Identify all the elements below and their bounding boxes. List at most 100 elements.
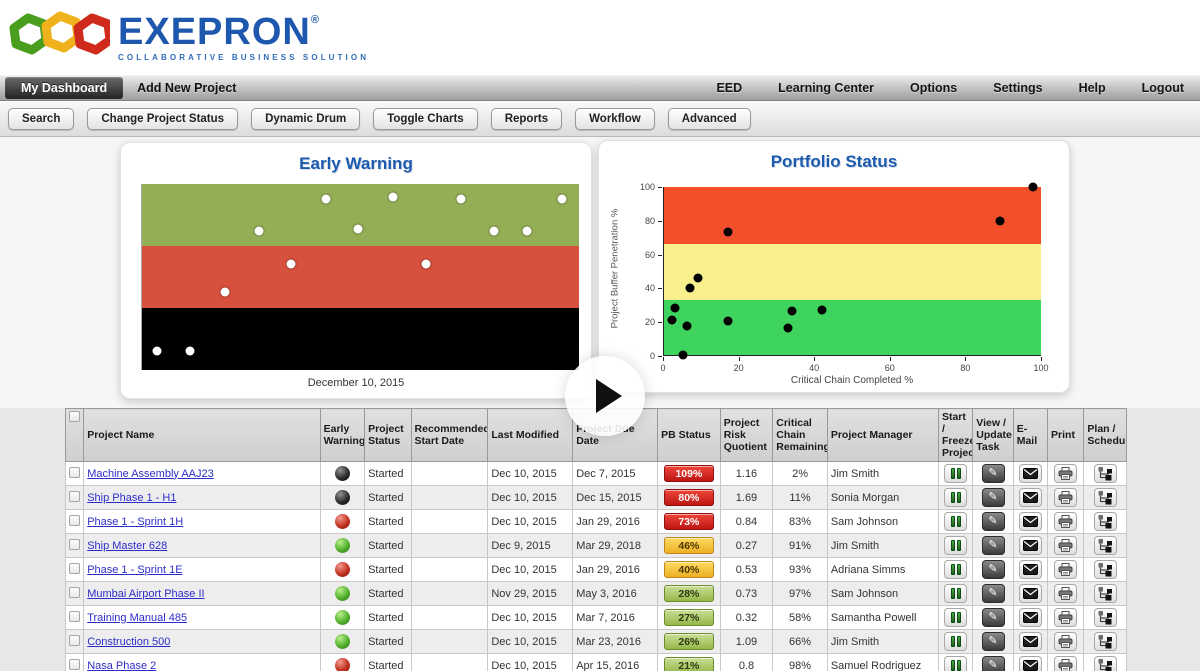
project-link-machine-assembly-aaj23[interactable]: Machine Assembly AAJ23	[87, 467, 214, 480]
project-link-ship-phase-1-h1[interactable]: Ship Phase 1 - H1	[87, 491, 177, 504]
last-modified-cell: Dec 10, 2015	[487, 557, 574, 582]
video-play-button[interactable]	[565, 356, 645, 436]
project-link-construction-500[interactable]: Construction 500	[87, 635, 171, 648]
print-button[interactable]	[1054, 536, 1078, 555]
email-button[interactable]	[1018, 632, 1042, 651]
nav-menu-item-settings[interactable]: Settings	[993, 81, 1043, 95]
plan-schedule-button[interactable]	[1093, 464, 1117, 483]
view-update-task-button[interactable]: ✎	[981, 464, 1005, 483]
row-checkbox[interactable]	[69, 586, 81, 598]
project-link-ship-master-628[interactable]: Ship Master 628	[87, 539, 168, 552]
view-update-task-button[interactable]: ✎	[981, 536, 1005, 555]
project-link-phase-1-sprint-1h[interactable]: Phase 1 - Sprint 1H	[87, 515, 184, 528]
view-update-task-button[interactable]: ✎	[981, 632, 1005, 651]
email-button[interactable]	[1018, 464, 1042, 483]
view-update-task-button[interactable]: ✎	[981, 560, 1005, 579]
plan-schedule-button[interactable]	[1093, 584, 1117, 603]
column-header-view-update-task[interactable]: View / Update Task	[972, 408, 1014, 462]
pencil-icon: ✎	[988, 611, 998, 623]
plan-schedule-button[interactable]	[1093, 608, 1117, 627]
plan-schedule-button[interactable]	[1093, 488, 1117, 507]
nav-tab-my-dashboard[interactable]: My Dashboard	[5, 77, 124, 99]
print-button[interactable]	[1054, 464, 1078, 483]
plan-schedule-button[interactable]	[1093, 632, 1117, 651]
email-button[interactable]	[1018, 560, 1042, 579]
start-freeze-project-button[interactable]	[944, 464, 968, 483]
column-header-start-freeze-project[interactable]: Start / Freeze Project	[937, 408, 974, 462]
row-checkbox[interactable]	[69, 634, 81, 646]
start-freeze-project-button[interactable]	[944, 560, 968, 579]
plan-schedule-button[interactable]	[1093, 512, 1117, 531]
row-checkbox[interactable]	[69, 466, 81, 478]
print-button[interactable]	[1054, 632, 1078, 651]
plan-schedule-button[interactable]	[1093, 560, 1117, 579]
row-select-cell	[64, 485, 85, 510]
email-button[interactable]	[1018, 536, 1042, 555]
column-header-last-modified[interactable]: Last Modified	[487, 408, 574, 462]
start-freeze-project-button[interactable]	[944, 584, 968, 603]
print-button[interactable]	[1054, 512, 1078, 531]
nav-menu-item-logout[interactable]: Logout	[1141, 81, 1184, 95]
column-header-project-risk-quotient[interactable]: Project Risk Quotient	[719, 408, 774, 462]
start-freeze-project-button[interactable]	[944, 488, 968, 507]
view-update-task-button[interactable]: ✎	[981, 488, 1005, 507]
project-link-mumbai-airport-phase-ii[interactable]: Mumbai Airport Phase II	[87, 587, 205, 600]
sitemap-icon	[1098, 563, 1113, 577]
email-button[interactable]	[1018, 512, 1042, 531]
column-header-pb-status[interactable]: PB Status	[657, 408, 721, 462]
print-button[interactable]	[1054, 608, 1078, 627]
nav-tab-add-new-project[interactable]: Add New Project	[137, 81, 237, 95]
start-freeze-project-button[interactable]	[944, 632, 968, 651]
column-header-critical-chain-remaining[interactable]: Critical Chain Remaining	[772, 408, 828, 462]
email-button[interactable]	[1018, 488, 1042, 507]
column-header-print[interactable]: Print	[1047, 408, 1085, 462]
row-checkbox[interactable]	[69, 562, 81, 574]
nav-menu-item-eed[interactable]: EED	[716, 81, 743, 95]
column-header-recommended-start-date[interactable]: Recommended Start Date	[410, 408, 489, 462]
toggle-charts-button[interactable]: Toggle Charts	[373, 107, 478, 130]
column-header-project-name[interactable]: Project Name	[83, 408, 321, 462]
project-link-nasa-phase-2[interactable]: Nasa Phase 2	[87, 659, 157, 671]
nav-menu-item-help[interactable]: Help	[1078, 81, 1106, 95]
print-button[interactable]	[1054, 560, 1078, 579]
row-checkbox[interactable]	[69, 658, 81, 670]
column-header-e-mail[interactable]: E-Mail	[1012, 408, 1049, 462]
row-checkbox[interactable]	[69, 490, 81, 502]
reports-button[interactable]: Reports	[490, 107, 563, 130]
column-header-project-manager[interactable]: Project Manager	[826, 408, 939, 462]
start-freeze-project-button[interactable]	[944, 536, 968, 555]
search-button[interactable]: Search	[8, 107, 75, 130]
start-freeze-project-button[interactable]	[944, 608, 968, 627]
early-warning-point-12	[185, 346, 195, 356]
email-button[interactable]	[1018, 584, 1042, 603]
view-update-task-button[interactable]: ✎	[981, 656, 1005, 671]
change-project-status-button[interactable]: Change Project Status	[87, 107, 239, 130]
row-checkbox[interactable]	[69, 610, 81, 622]
print-button[interactable]	[1054, 584, 1078, 603]
view-update-task-button[interactable]: ✎	[981, 512, 1005, 531]
nav-menu-item-options[interactable]: Options	[910, 81, 958, 95]
column-header-project-status[interactable]: Project Status	[364, 408, 412, 462]
print-button[interactable]	[1054, 656, 1078, 671]
start-freeze-project-button[interactable]	[944, 512, 968, 531]
plan-schedule-button[interactable]	[1093, 536, 1117, 555]
pb-status-badge: 26%	[663, 633, 714, 650]
nav-menu-item-learning-center[interactable]: Learning Center	[778, 81, 875, 95]
view-update-task-button[interactable]: ✎	[981, 608, 1005, 627]
project-link-training-manual-485[interactable]: Training Manual 485	[87, 611, 188, 624]
email-button[interactable]	[1018, 656, 1042, 671]
column-header-early-warning[interactable]: Early Warning	[319, 408, 366, 462]
row-checkbox[interactable]	[69, 514, 81, 526]
email-button[interactable]	[1018, 608, 1042, 627]
plan-schedule-button[interactable]	[1093, 656, 1117, 671]
column-header-plan-schedule[interactable]: Plan / Schedule	[1083, 408, 1127, 462]
project-link-phase-1-sprint-1e[interactable]: Phase 1 - Sprint 1E	[87, 563, 183, 576]
view-update-task-button[interactable]: ✎	[981, 584, 1005, 603]
dynamic-drum-button[interactable]: Dynamic Drum	[251, 107, 361, 130]
advanced-button[interactable]: Advanced	[667, 107, 751, 130]
select-all-checkbox[interactable]	[69, 411, 80, 422]
print-button[interactable]	[1054, 488, 1078, 507]
start-freeze-project-button[interactable]	[944, 656, 968, 671]
row-checkbox[interactable]	[69, 538, 81, 550]
workflow-button[interactable]: Workflow	[575, 107, 655, 130]
